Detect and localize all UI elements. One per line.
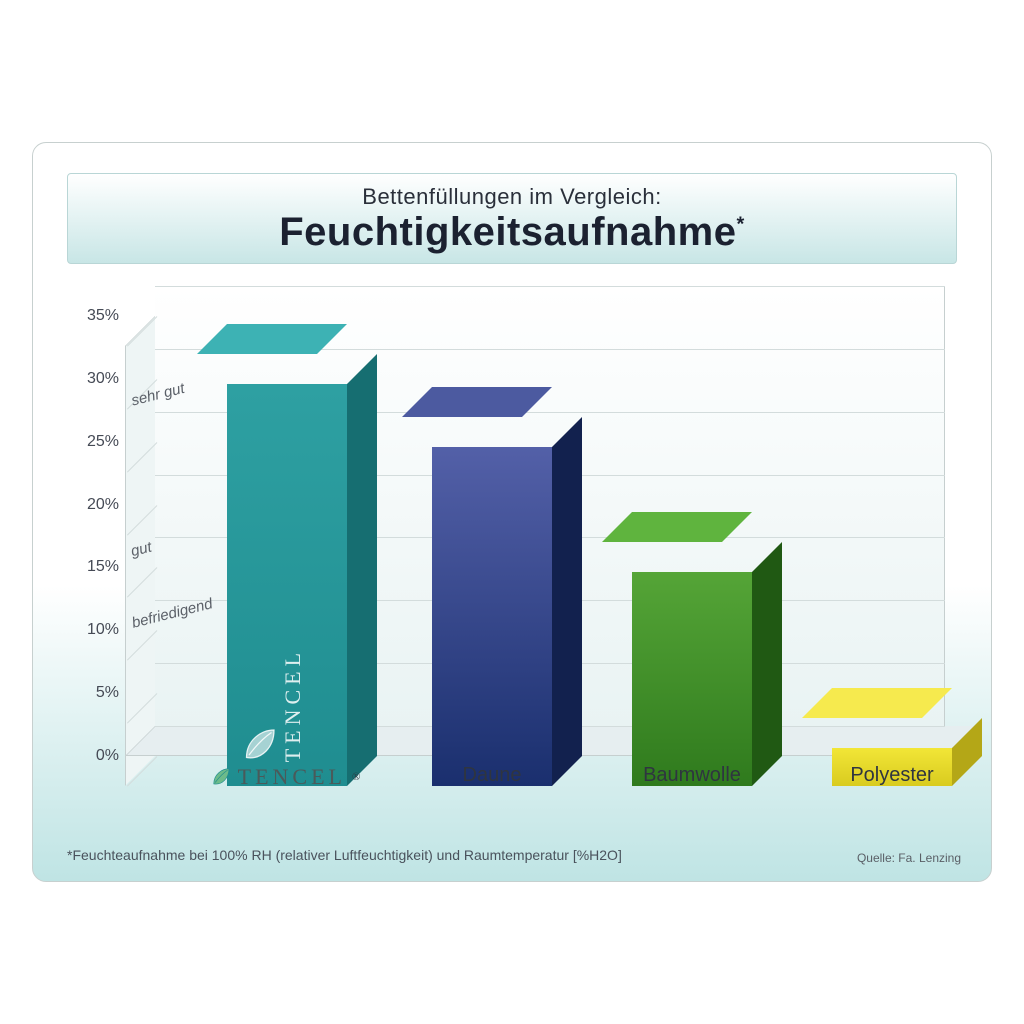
pretitle: Bettenfüllungen im Vergleich: xyxy=(68,184,956,210)
bar-side xyxy=(752,542,782,786)
grid-line xyxy=(155,286,945,287)
y-tick-label: 10% xyxy=(67,621,119,639)
bar-daune xyxy=(462,417,582,756)
main-title: Feuchtigkeitsaufnahme* xyxy=(68,210,956,255)
title-marker: * xyxy=(736,214,744,236)
title-text: Feuchtigkeitsaufnahme xyxy=(279,210,736,254)
y-tick-label: 20% xyxy=(67,496,119,514)
x-label-tencel: TENCEL® xyxy=(210,764,365,794)
y-tick-label: 5% xyxy=(67,684,119,702)
bar-side xyxy=(952,718,982,786)
tencel-brand-label: TENCEL® xyxy=(210,764,365,790)
source: Quelle: Fa. Lenzing xyxy=(857,851,961,865)
y-tick-label: 0% xyxy=(67,747,119,765)
footnote: *Feuchteaufnahme bei 100% RH (relativer … xyxy=(67,847,622,863)
chart-area: 0%5%10%15%20%25%30%35%sehr gutgutbefried… xyxy=(67,286,957,796)
x-label-polyester: Polyester xyxy=(850,764,933,787)
title-box: Bettenfüllungen im Vergleich: Feuchtigke… xyxy=(67,173,957,264)
x-label-daune: Daune xyxy=(463,764,522,787)
bar-polyester xyxy=(862,718,982,756)
bar-tencel: TENCEL xyxy=(257,354,377,756)
y-tick-label: 35% xyxy=(67,307,119,325)
y-tick-label: 15% xyxy=(67,558,119,576)
y-tick-label: 30% xyxy=(67,370,119,388)
bar-side xyxy=(347,354,377,786)
bar-front xyxy=(632,572,752,786)
bar-baumwolle xyxy=(662,542,782,756)
y-tick-label: 25% xyxy=(67,433,119,451)
bar-front xyxy=(432,447,552,786)
x-label-baumwolle: Baumwolle xyxy=(643,764,741,787)
bar-front xyxy=(227,384,347,786)
bar-side xyxy=(552,417,582,786)
leaf-icon xyxy=(210,766,232,788)
chart-card: Bettenfüllungen im Vergleich: Feuchtigke… xyxy=(32,142,992,882)
